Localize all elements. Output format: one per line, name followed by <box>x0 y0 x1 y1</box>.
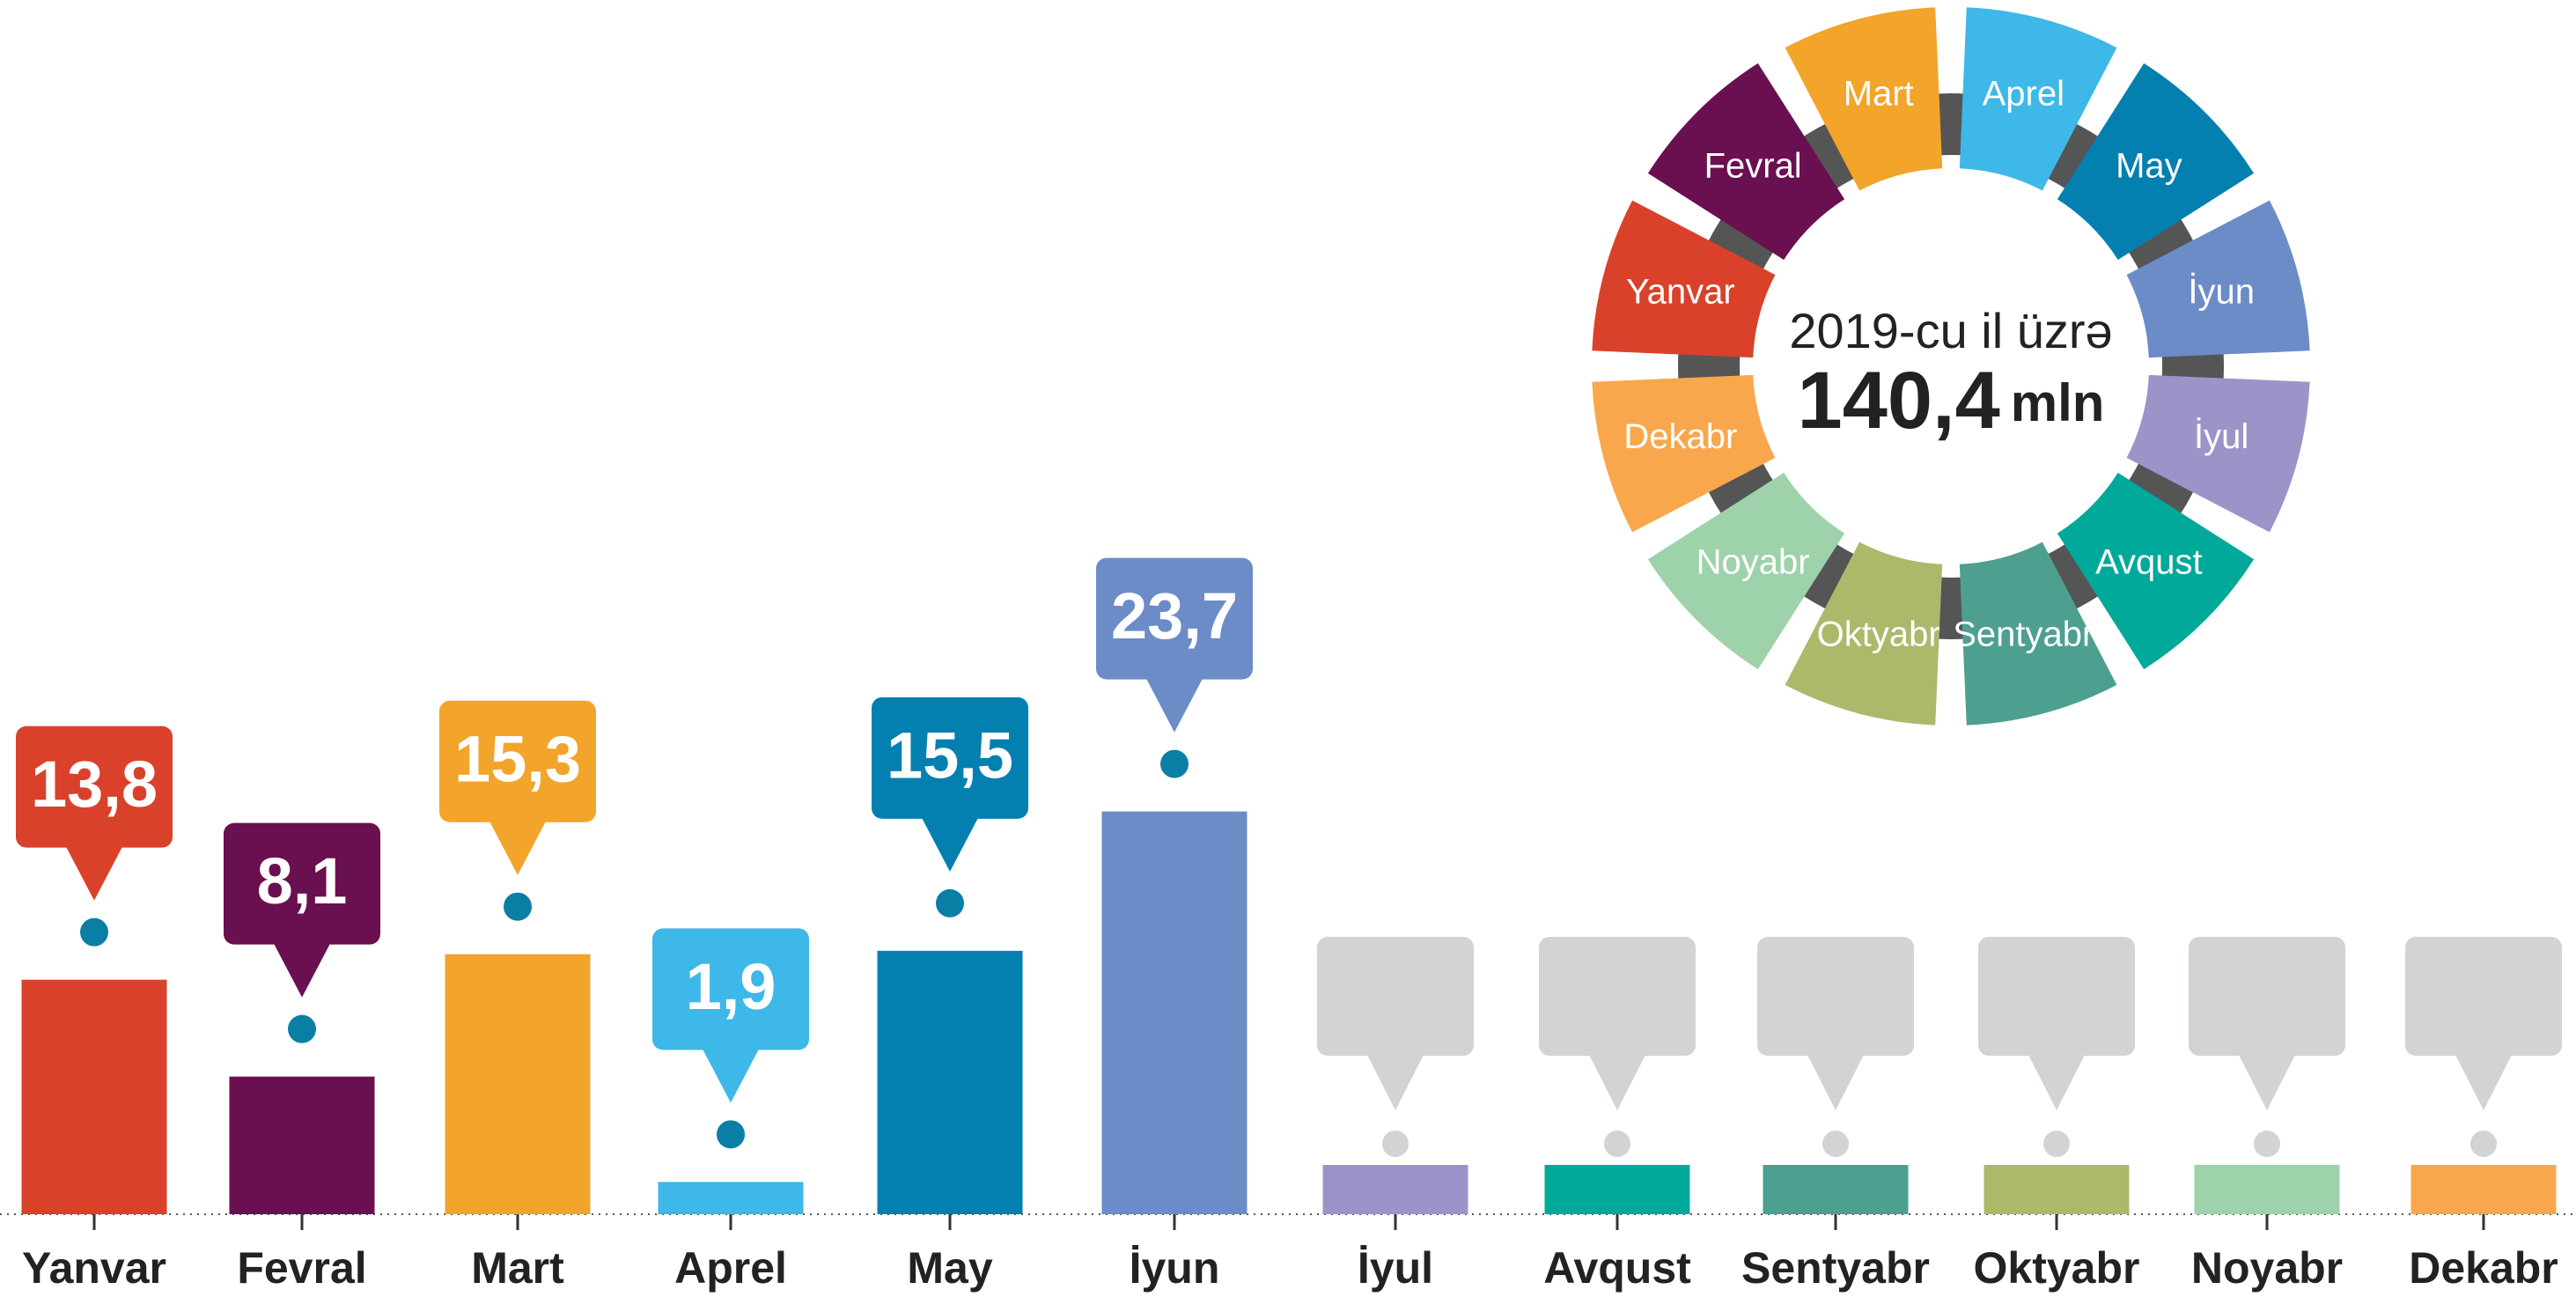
x-tick-label: İyul <box>1358 1243 1433 1293</box>
callout-box <box>1978 937 2135 1056</box>
empty-bar <box>1763 1165 1909 1214</box>
donut-segment <box>1785 542 1943 726</box>
callout-box <box>1096 557 1253 680</box>
callout-pointer <box>274 943 330 998</box>
segment-label: Dekabr <box>1623 417 1737 456</box>
callout-pointer <box>66 846 122 901</box>
callout-box <box>1317 937 1474 1056</box>
donut-segment <box>1647 472 1845 670</box>
marker-dot <box>80 917 108 947</box>
segment-label: İyul <box>2194 416 2248 456</box>
empty-bar <box>1984 1165 2130 1214</box>
callout-box <box>1757 937 1914 1056</box>
x-tick-label: May <box>907 1243 992 1293</box>
marker-dot <box>504 892 532 921</box>
x-tick-label: Dekabr <box>2409 1243 2558 1293</box>
empty-bar <box>1322 1165 1468 1214</box>
callout-pointer <box>703 1049 759 1103</box>
value-label: 13,8 <box>31 748 158 821</box>
marker-dot <box>717 1120 745 1149</box>
bar <box>21 979 167 1214</box>
empty-bar <box>2194 1165 2340 1214</box>
callout-pointer <box>1589 1055 1645 1110</box>
callout-pointer <box>922 817 978 872</box>
callout-pointer <box>489 821 546 875</box>
callout-box <box>2405 937 2562 1056</box>
callout-box <box>872 696 1028 819</box>
callout-box <box>2189 937 2345 1056</box>
donut-segment <box>1959 542 2117 726</box>
callout-pointer <box>1367 1055 1424 1110</box>
donut-segment <box>2126 374 2310 533</box>
marker-dot <box>1160 749 1189 778</box>
callout-pointer <box>2028 1055 2085 1110</box>
donut-segment <box>1959 7 2117 191</box>
callout-box <box>16 726 173 848</box>
x-tick-label: Oktyabr <box>1974 1243 2140 1293</box>
donut-segment <box>2057 63 2255 261</box>
donut-title: 2019-cu il üzrə <box>1789 303 2112 358</box>
value-label: 8,1 <box>257 844 348 917</box>
marker-dot <box>2254 1131 2280 1157</box>
callout-box <box>224 822 380 945</box>
x-tick-label: Noyabr <box>2191 1243 2343 1293</box>
bar <box>1101 811 1248 1214</box>
donut-segment <box>1592 200 1776 358</box>
marker-dot <box>288 1014 316 1043</box>
segment-label: Yanvar <box>1626 272 1735 311</box>
callout-pointer <box>2239 1055 2295 1110</box>
callout-pointer <box>1807 1055 1864 1110</box>
donut-segment <box>1785 7 1943 191</box>
x-tick-label: İyun <box>1130 1243 1220 1293</box>
callout-box <box>439 700 596 822</box>
bar <box>658 1182 804 1214</box>
marker-dot <box>1382 1131 1409 1157</box>
total-value: 140,4 <box>1798 356 2000 446</box>
donut-spacer-ring <box>1678 93 2224 639</box>
x-tick-label: Mart <box>471 1243 564 1293</box>
callout-pointer <box>2455 1055 2512 1110</box>
callout-box <box>652 928 809 1050</box>
bar <box>877 950 1023 1214</box>
value-label: 1,9 <box>686 950 776 1023</box>
segment-label: İyun <box>2188 271 2255 311</box>
segment-label: Mart <box>1844 74 1914 113</box>
donut-segment <box>2126 200 2310 358</box>
value-label: 15,3 <box>454 722 581 795</box>
marker-dot <box>2043 1131 2070 1157</box>
segment-label: Aprel <box>1983 74 2064 113</box>
segment-label: Oktyabr <box>1817 615 1940 654</box>
value-label: 15,5 <box>887 719 1013 792</box>
marker-dot <box>1604 1131 1630 1157</box>
callout-box <box>1539 937 1696 1056</box>
x-tick-label: Yanvar <box>22 1243 166 1293</box>
segment-label: Fevral <box>1704 147 1802 186</box>
callout-pointer <box>1146 678 1203 733</box>
segment-label: Avqust <box>2095 542 2203 581</box>
empty-bar <box>1544 1165 1690 1214</box>
x-tick-label: Fevral <box>237 1243 366 1293</box>
donut-segment <box>2057 472 2255 670</box>
bar <box>445 954 591 1214</box>
marker-dot <box>1822 1131 1849 1157</box>
empty-bar <box>2410 1165 2557 1214</box>
total-unit: mln <box>2011 373 2105 432</box>
donut-total: 140,4 mln <box>1798 356 2105 446</box>
segment-label: May <box>2116 147 2182 186</box>
segment-label: Sentyabr <box>1953 615 2094 654</box>
x-tick-label: Aprel <box>674 1243 787 1293</box>
bar <box>229 1076 375 1214</box>
segment-label: Noyabr <box>1696 542 1810 581</box>
x-tick-label: Sentyabr <box>1741 1243 1930 1293</box>
donut-segment <box>1647 63 1845 261</box>
donut-segment <box>1592 374 1776 533</box>
x-tick-label: Avqust <box>1543 1243 1691 1293</box>
marker-dot <box>936 888 964 917</box>
value-label: 23,7 <box>1111 579 1238 652</box>
marker-dot <box>2470 1131 2497 1157</box>
